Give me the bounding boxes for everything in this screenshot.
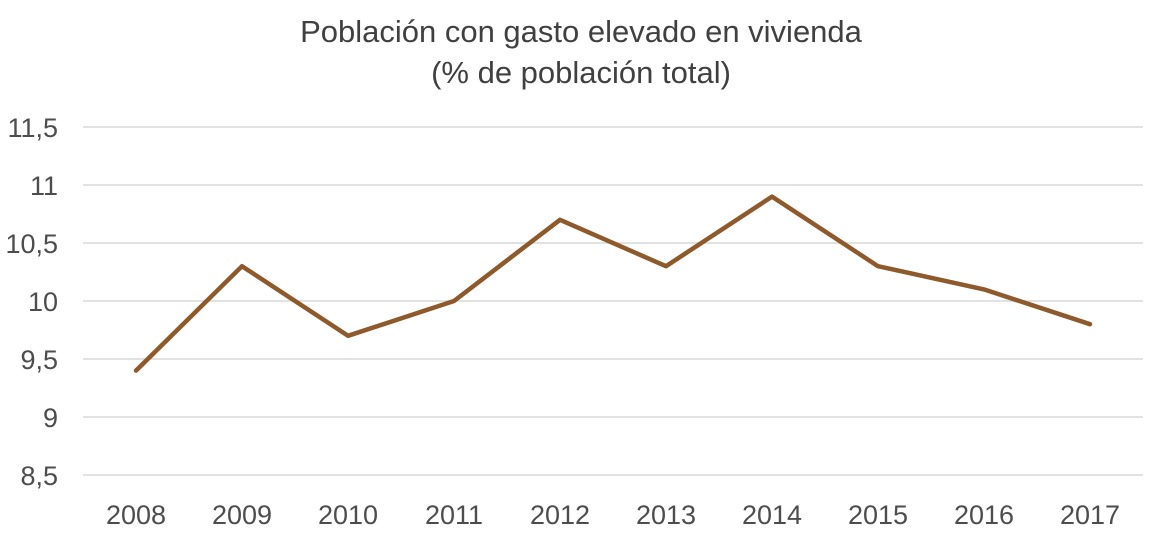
x-tick-label: 2013 bbox=[636, 500, 696, 530]
chart-title-line2: (% de población total) bbox=[431, 55, 731, 90]
data-line bbox=[133, 194, 1093, 373]
y-tick-label: 8,5 bbox=[20, 461, 58, 491]
chart-title-line1: Población con gasto elevado en vivienda bbox=[300, 14, 862, 49]
x-tick-label: 2011 bbox=[425, 500, 483, 530]
chart-title: Población con gasto elevado en vivienda … bbox=[0, 11, 1162, 93]
x-tick-label: 2016 bbox=[954, 500, 1014, 530]
y-tick-label: 9,5 bbox=[20, 345, 58, 375]
x-tick-label: 2012 bbox=[530, 500, 590, 530]
x-tick-label: 2014 bbox=[742, 500, 802, 530]
x-tick-label: 2015 bbox=[848, 500, 908, 530]
y-tick-label: 10 bbox=[28, 287, 58, 317]
y-tick-label: 11,5 bbox=[7, 113, 58, 143]
x-tick-label: 2008 bbox=[106, 500, 166, 530]
x-tick-label: 2009 bbox=[212, 500, 272, 530]
y-tick-label: 10,5 bbox=[5, 229, 58, 259]
x-tick-label: 2010 bbox=[318, 500, 378, 530]
y-tick-label: 11 bbox=[30, 171, 58, 201]
y-tick-label: 9 bbox=[43, 403, 58, 433]
x-tick-label: 2017 bbox=[1060, 500, 1120, 530]
